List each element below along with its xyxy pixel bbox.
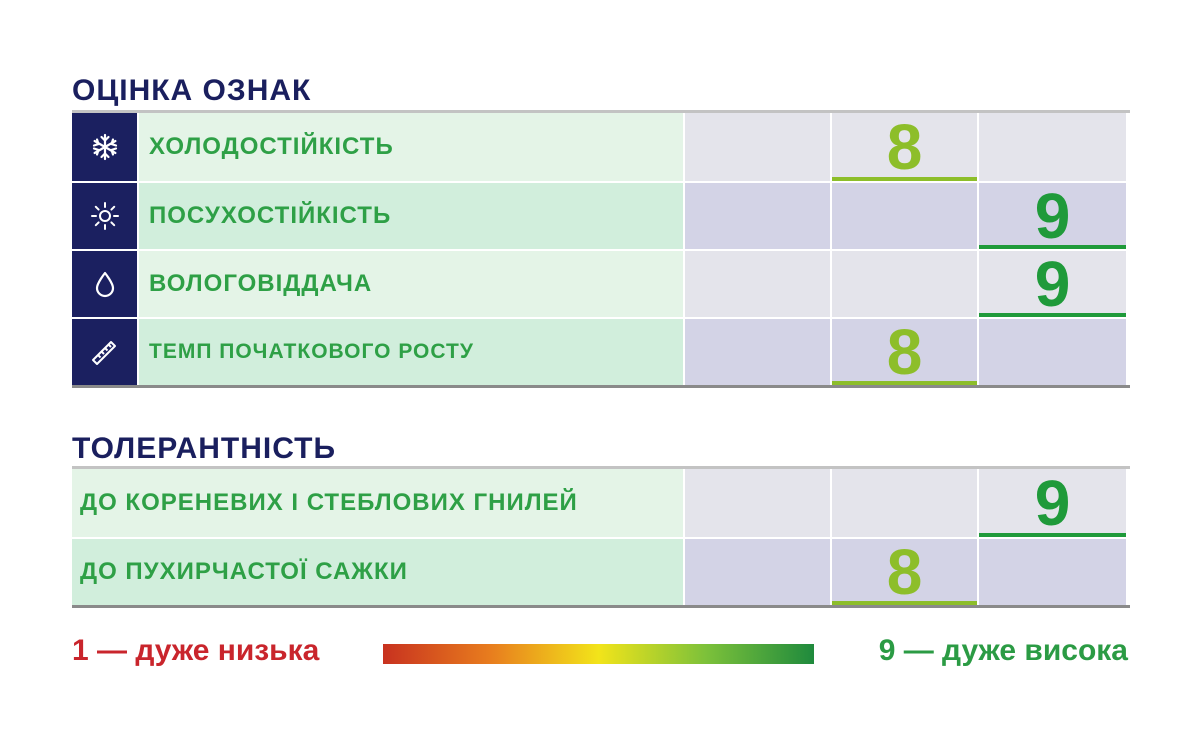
score-underline (979, 245, 1126, 249)
trait-label: ТЕМП ПОЧАТКОВОГО РОСТУ (139, 319, 685, 385)
legend-high: 9 — дуже висока (878, 634, 1128, 667)
snowflake-icon (72, 113, 139, 181)
tolerance-table: ДО КОРЕНЕВИХ І СТЕБЛОВИХ ГНИЛЕЙ 9 ДО ПУХ… (72, 466, 1130, 608)
score-underline (832, 601, 977, 605)
score-cell-blank (685, 113, 832, 181)
tolerance-row: ДО КОРЕНЕВИХ І СТЕБЛОВИХ ГНИЛЕЙ 9 (72, 469, 1130, 537)
score-value: 9 (1034, 180, 1071, 252)
ruler-icon (72, 319, 139, 385)
score-value: 8 (886, 316, 923, 388)
legend-low: 1 — дуже низька (72, 634, 320, 667)
trait-row: ТЕМП ПОЧАТКОВОГО РОСТУ 8 (72, 317, 1130, 385)
score-cell-blank (832, 251, 979, 317)
score-cell-blank (685, 251, 832, 317)
score-cell-blank (979, 539, 1126, 605)
trait-label: ХОЛОДОСТІЙКІСТЬ (139, 113, 685, 181)
score-cell-blank (685, 469, 832, 537)
score-underline (832, 177, 977, 181)
score-value: 9 (1034, 248, 1071, 320)
drop-icon (72, 251, 139, 317)
trait-label: ВОЛОГОВІДДАЧА (139, 251, 685, 317)
traits-title: ОЦІНКА ОЗНАК (72, 74, 312, 107)
tolerance-row: ДО ПУХИРЧАСТОЇ САЖКИ 8 (72, 537, 1130, 605)
score-cell-blank (832, 469, 979, 537)
score-cell-8: 8 (832, 319, 979, 385)
trait-row: ХОЛОДОСТІЙКІСТЬ 8 (72, 113, 1130, 181)
tolerance-title: ТОЛЕРАНТНІСТЬ (72, 432, 337, 465)
score-cell-9: 9 (979, 469, 1126, 537)
score-underline (979, 533, 1126, 537)
tolerance-label: ДО КОРЕНЕВИХ І СТЕБЛОВИХ ГНИЛЕЙ (72, 469, 685, 537)
tolerance-label: ДО ПУХИРЧАСТОЇ САЖКИ (72, 539, 685, 605)
score-cell-blank (979, 319, 1126, 385)
score-cell-8: 8 (832, 539, 979, 605)
score-underline (979, 313, 1126, 317)
score-cell-blank (832, 183, 979, 249)
traits-table: ХОЛОДОСТІЙКІСТЬ 8 ПОСУХОСТІЙКІСТЬ 9 (72, 110, 1130, 388)
score-cell-9: 9 (979, 251, 1126, 317)
score-underline (832, 381, 977, 385)
score-cell-blank (979, 113, 1126, 181)
score-cell-9: 9 (979, 183, 1126, 249)
score-value: 9 (1034, 467, 1071, 539)
score-cell-blank (685, 319, 832, 385)
trait-row: ВОЛОГОВІДДАЧА 9 (72, 249, 1130, 317)
trait-row: ПОСУХОСТІЙКІСТЬ 9 (72, 181, 1130, 249)
score-cell-blank (685, 539, 832, 605)
score-value: 8 (886, 111, 923, 183)
score-cell-blank (685, 183, 832, 249)
score-cell-8: 8 (832, 113, 979, 181)
sun-icon (72, 183, 139, 249)
scale-gradient-bar (383, 644, 814, 664)
score-value: 8 (886, 536, 923, 608)
trait-label: ПОСУХОСТІЙКІСТЬ (139, 183, 685, 249)
